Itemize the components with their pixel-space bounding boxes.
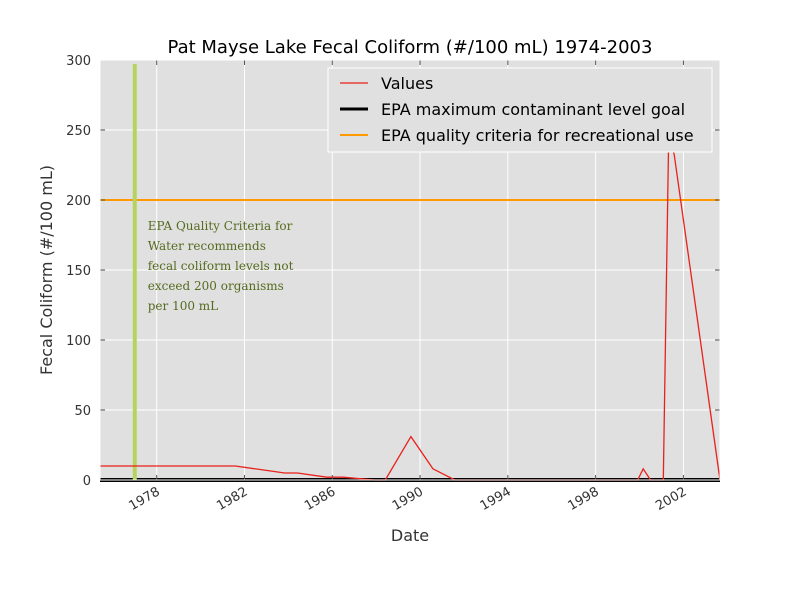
y-tick-label: 150 xyxy=(66,264,91,279)
plot-frame xyxy=(99,59,721,481)
annotation-line: per 100 mL xyxy=(148,299,218,313)
x-axis-label: Date xyxy=(391,526,429,545)
legend-label: EPA maximum contaminant level goal xyxy=(381,100,685,119)
x-tick-label: 1994 xyxy=(478,484,514,514)
x-tick-label: 1986 xyxy=(302,484,338,514)
annotation-line: EPA Quality Criteria for xyxy=(148,219,293,233)
series-line-values xyxy=(100,129,721,481)
y-tick-label: 50 xyxy=(74,404,91,419)
legend-box xyxy=(327,67,713,153)
legend-label: Values xyxy=(381,74,433,93)
legend: Values EPA maximum contaminant level goal… xyxy=(327,67,713,153)
annotation-layer: EPA Quality Criteria for Water recommends… xyxy=(148,219,294,313)
x-tick-label: 1990 xyxy=(390,484,426,514)
y-axis-label: Fecal Coliform (#/100 mL) xyxy=(37,165,56,375)
x-tick-label: 1978 xyxy=(127,484,163,514)
y-tick-label: 0 xyxy=(83,474,91,489)
y-tick-label: 100 xyxy=(66,334,91,349)
annotation-line: fecal coliform levels not xyxy=(148,259,294,273)
annotation-line: Water recommends xyxy=(148,239,266,253)
y-tick-label: 200 xyxy=(66,194,91,209)
legend-label: EPA quality criteria for recreational us… xyxy=(381,126,694,145)
x-tick-label: 1998 xyxy=(565,484,601,514)
series-layer xyxy=(100,129,721,481)
grid xyxy=(100,59,720,481)
x-tick-label: 2002 xyxy=(653,484,689,514)
y-tick-label: 250 xyxy=(66,124,91,139)
y-tick-label: 300 xyxy=(66,54,91,69)
annotation-line: exceed 200 organisms xyxy=(148,279,284,293)
x-tick-label: 1982 xyxy=(214,484,250,514)
chart-title: Pat Mayse Lake Fecal Coliform (#/100 mL)… xyxy=(168,37,653,58)
